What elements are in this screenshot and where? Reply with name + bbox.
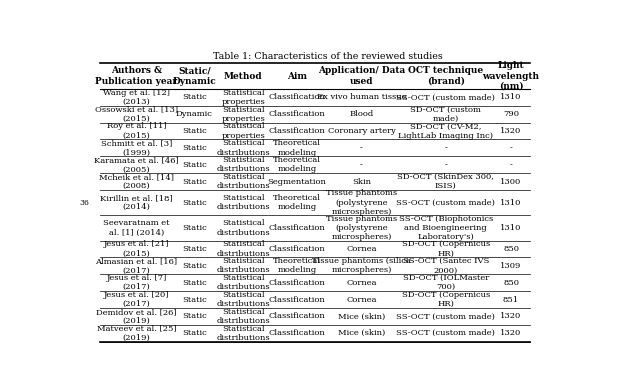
Text: Skin: Skin (352, 177, 371, 186)
Text: SD-OCT (custom
made): SD-OCT (custom made) (410, 106, 481, 123)
Text: SD-OCT (CV-M2,
LightLab Imaging Inc): SD-OCT (CV-M2, LightLab Imaging Inc) (398, 122, 493, 140)
Text: -: - (509, 144, 513, 152)
Text: 1320: 1320 (500, 127, 522, 135)
Text: Theoretical
modeling: Theoretical modeling (273, 139, 321, 156)
Text: Static: Static (182, 161, 207, 169)
Text: 1310: 1310 (500, 224, 522, 232)
Text: Kirillin et al. [18]
(2014): Kirillin et al. [18] (2014) (100, 194, 173, 211)
Text: Statistical
properties: Statistical properties (221, 89, 265, 106)
Text: Classification: Classification (269, 127, 325, 135)
Text: Statistical
distributions: Statistical distributions (216, 274, 270, 291)
Text: -: - (444, 161, 447, 169)
Text: Segmentation: Segmentation (268, 177, 326, 186)
Text: Classification: Classification (269, 110, 325, 118)
Text: Tissue phantoms (silica
microspheres): Tissue phantoms (silica microspheres) (312, 257, 411, 275)
Text: Coronary artery: Coronary artery (328, 127, 396, 135)
Text: Statistical
distributions: Statistical distributions (216, 173, 270, 190)
Text: Statistical
distributions: Statistical distributions (216, 257, 270, 275)
Text: Mcheik et al. [14]
(2008): Mcheik et al. [14] (2008) (99, 173, 174, 190)
Text: -: - (360, 144, 363, 152)
Text: Static: Static (182, 177, 207, 186)
Text: SS-OCT (custom made): SS-OCT (custom made) (396, 93, 495, 101)
Text: 1309: 1309 (500, 262, 522, 270)
Text: Static: Static (182, 245, 207, 253)
Text: SD-OCT (Copernicus
HR): SD-OCT (Copernicus HR) (402, 240, 490, 258)
Text: Theoretical
modeling: Theoretical modeling (273, 194, 321, 211)
Text: Classification: Classification (269, 296, 325, 303)
Text: Jesus et al. [21]
(2015): Jesus et al. [21] (2015) (104, 240, 170, 258)
Text: Ossowski et al. [13]
(2015): Ossowski et al. [13] (2015) (95, 106, 178, 123)
Text: Static: Static (182, 279, 207, 287)
Text: Roy et al. [11]
(2015): Roy et al. [11] (2015) (107, 122, 166, 140)
Text: Matveev et al. [25]
(2019): Matveev et al. [25] (2019) (97, 324, 177, 342)
Text: Statistical
properties: Statistical properties (221, 106, 265, 123)
Text: 790: 790 (503, 110, 519, 118)
Text: Wang et al. [12]
(2013): Wang et al. [12] (2013) (103, 89, 170, 106)
Text: Method: Method (224, 72, 262, 81)
Text: Tissue phantoms
(polystyrene
microspheres): Tissue phantoms (polystyrene microsphere… (326, 190, 397, 216)
Text: Cornea: Cornea (346, 279, 377, 287)
Text: 850: 850 (503, 279, 519, 287)
Text: Static: Static (182, 312, 207, 321)
Text: Static/
Dynamic: Static/ Dynamic (172, 66, 216, 86)
Text: OCT technique
(brand): OCT technique (brand) (408, 66, 483, 86)
Text: Statistical
distributions: Statistical distributions (216, 194, 270, 211)
Text: Static: Static (182, 262, 207, 270)
Text: Statistical
properties: Statistical properties (221, 122, 265, 140)
Text: Static: Static (182, 127, 207, 135)
Text: Statistical
distributions: Statistical distributions (216, 308, 270, 325)
Text: Authors &
Publication year: Authors & Publication year (95, 66, 178, 86)
Text: Jesus et al. [7]
(2017): Jesus et al. [7] (2017) (106, 274, 167, 291)
Text: 851: 851 (503, 296, 519, 303)
Text: Dynamic: Dynamic (176, 110, 212, 118)
Text: Statistical
distributions: Statistical distributions (216, 156, 270, 174)
Text: Classification: Classification (269, 224, 325, 232)
Text: Almasian et al. [16]
(2017): Almasian et al. [16] (2017) (95, 257, 178, 275)
Text: Theoretical
modeling: Theoretical modeling (273, 156, 321, 174)
Text: Static: Static (182, 329, 207, 337)
Text: Mice (skin): Mice (skin) (338, 312, 385, 321)
Text: SD-OCT (IOLMaster
700): SD-OCT (IOLMaster 700) (403, 274, 489, 291)
Text: SS-OCT (Biophotonics
and Bioengineering
Laboratory's): SS-OCT (Biophotonics and Bioengineering … (399, 215, 493, 241)
Text: Blood: Blood (349, 110, 374, 118)
Text: Schmitt et al. [3]
(1999): Schmitt et al. [3] (1999) (101, 139, 172, 156)
Text: Table 1: Characteristics of the reviewed studies: Table 1: Characteristics of the reviewed… (213, 52, 443, 61)
Text: Theoretical
modeling: Theoretical modeling (273, 257, 321, 275)
Text: Classification: Classification (269, 93, 325, 101)
Text: -: - (509, 161, 513, 169)
Text: Mice (skin): Mice (skin) (338, 329, 385, 337)
Text: Static: Static (182, 144, 207, 152)
Text: Classification: Classification (269, 245, 325, 253)
Text: -: - (444, 144, 447, 152)
Text: SS-OCT (custom made): SS-OCT (custom made) (396, 312, 495, 321)
Text: Aim: Aim (287, 72, 307, 81)
Text: Cornea: Cornea (346, 296, 377, 303)
Text: Demidov et al. [26]
(2019): Demidov et al. [26] (2019) (96, 308, 177, 325)
Text: SS-OCT (custom made): SS-OCT (custom made) (396, 199, 495, 207)
Text: Statistical
distributions: Statistical distributions (216, 324, 270, 342)
Text: 1300: 1300 (500, 177, 522, 186)
Text: Application/ Data
used: Application/ Data used (318, 66, 405, 86)
Text: Light
wavelength
(nm): Light wavelength (nm) (483, 61, 540, 91)
Text: 36: 36 (79, 199, 89, 207)
Text: Statistical
distributions: Statistical distributions (216, 139, 270, 156)
Text: 1320: 1320 (500, 329, 522, 337)
Text: Ex vivo human tissue: Ex vivo human tissue (317, 93, 406, 101)
Text: Seevaratnam et
al. [1] (2014): Seevaratnam et al. [1] (2014) (103, 219, 170, 237)
Text: Karamata et al. [46]
(2005): Karamata et al. [46] (2005) (94, 156, 179, 174)
Text: SS-OCT (Santec IVS
2000): SS-OCT (Santec IVS 2000) (403, 257, 489, 275)
Text: Static: Static (182, 199, 207, 207)
Text: 1310: 1310 (500, 93, 522, 101)
Text: Classification: Classification (269, 279, 325, 287)
Text: Static: Static (182, 93, 207, 101)
Text: 850: 850 (503, 245, 519, 253)
Text: 1310: 1310 (500, 199, 522, 207)
Text: Statistical
distributions: Statistical distributions (216, 291, 270, 308)
Text: -: - (360, 161, 363, 169)
Text: Static: Static (182, 296, 207, 303)
Text: 1320: 1320 (500, 312, 522, 321)
Text: Jesus et al. [20]
(2017): Jesus et al. [20] (2017) (104, 291, 170, 308)
Text: Statistical
distributions: Statistical distributions (216, 219, 270, 237)
Text: SS-OCT (custom made): SS-OCT (custom made) (396, 329, 495, 337)
Text: Statistical
distributions: Statistical distributions (216, 240, 270, 258)
